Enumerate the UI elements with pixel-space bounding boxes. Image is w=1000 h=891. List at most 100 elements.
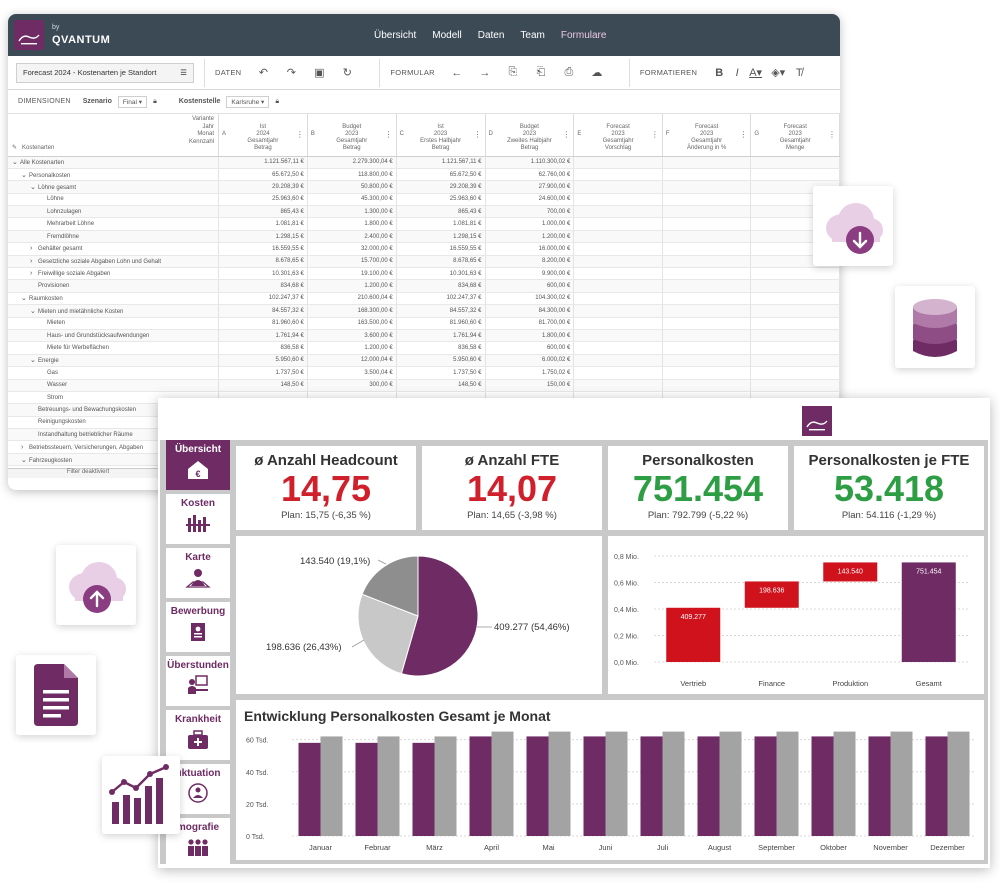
value-cell[interactable]: 24.600,00 € <box>485 193 575 207</box>
value-cell[interactable]: 700,00 € <box>485 205 575 219</box>
value-cell[interactable]: 5.950,60 € <box>218 354 308 368</box>
column-menu-icon[interactable]: ⋮ <box>739 130 748 139</box>
value-cell[interactable]: 15.700,00 € <box>307 255 397 269</box>
value-cell[interactable] <box>662 366 752 380</box>
table-row[interactable]: ⌄ Alle Kostenarten 1.121.567,11 €2.279.30… <box>8 156 840 169</box>
value-cell[interactable]: 29.208,39 € <box>218 180 308 194</box>
month-bar[interactable] <box>890 731 913 836</box>
value-cell[interactable]: 865,43 € <box>396 205 486 219</box>
value-cell[interactable]: 8.200,00 € <box>485 255 575 269</box>
month-bar[interactable] <box>548 731 571 836</box>
lock-icon[interactable]: 🔒︎ <box>153 97 157 105</box>
table-row[interactable]: Provisionen 834,68 €1.200,00 €834,68 €600… <box>8 279 840 293</box>
value-cell[interactable]: 45.300,00 € <box>307 193 397 207</box>
value-cell[interactable] <box>662 341 752 355</box>
row-label-cell[interactable]: Haus- und Grundstücksaufwendungen <box>8 329 219 343</box>
month-bar[interactable] <box>434 736 457 836</box>
value-cell[interactable]: 84.300,00 € <box>485 304 575 318</box>
font-color-icon[interactable]: A▾ <box>749 67 763 79</box>
table-row[interactable]: › Gesetzliche soziale Abgaben Lohn und G… <box>8 255 840 269</box>
table-row[interactable]: ⌄ Energie 5.950,60 €12.000,04 €5.950,60 €… <box>8 354 840 368</box>
row-label-cell[interactable]: Lohnzulagen <box>8 205 219 219</box>
value-cell[interactable] <box>573 304 663 318</box>
value-cell[interactable]: 84.557,32 € <box>396 304 486 318</box>
value-cell[interactable]: 16.559,55 € <box>218 242 308 256</box>
value-cell[interactable]: 2.279.300,04 € <box>307 156 397 169</box>
value-cell[interactable] <box>750 366 840 380</box>
sidebar-item[interactable]: Übersicht € <box>166 440 230 490</box>
value-cell[interactable]: 210.600,04 € <box>307 292 397 306</box>
value-cell[interactable] <box>573 317 663 330</box>
value-cell[interactable]: 8.678,65 € <box>218 255 308 269</box>
value-cell[interactable]: 25.963,60 € <box>218 193 308 207</box>
lock-icon[interactable]: 🔒︎ <box>275 97 280 105</box>
row-label-cell[interactable]: › Freiwillige soziale Abgaben <box>8 267 219 281</box>
value-cell[interactable] <box>662 230 752 244</box>
value-cell[interactable]: 1.081,81 € <box>218 217 308 231</box>
row-label-cell[interactable]: Löhne <box>8 193 219 207</box>
value-cell[interactable] <box>662 156 752 169</box>
value-cell[interactable] <box>750 292 840 306</box>
value-cell[interactable]: 1.737,50 € <box>218 366 308 380</box>
value-cell[interactable] <box>573 156 663 169</box>
nav-modell[interactable]: Modell <box>432 29 462 41</box>
sidebar-item[interactable]: Kosten <box>166 494 230 544</box>
value-cell[interactable]: 19.100,00 € <box>307 267 397 281</box>
month-bar[interactable] <box>583 736 606 836</box>
row-label-cell[interactable]: Fremdlöhne <box>8 230 219 244</box>
month-bar[interactable] <box>298 742 321 836</box>
value-cell[interactable]: 1.761,94 € <box>396 329 486 343</box>
value-cell[interactable] <box>750 168 840 182</box>
row-label-cell[interactable]: ⌄ Energie <box>8 354 219 368</box>
row-label-cell[interactable]: ⌄ Alle Kostenarten <box>8 156 219 169</box>
undo-icon[interactable]: ↶ <box>258 67 268 79</box>
value-cell[interactable]: 27.900,00 € <box>485 180 575 194</box>
value-cell[interactable] <box>573 230 663 244</box>
value-cell[interactable] <box>573 366 663 380</box>
qvantum-logo[interactable] <box>14 20 44 50</box>
month-bar[interactable] <box>640 736 663 836</box>
value-cell[interactable]: 65.672,50 € <box>396 168 486 182</box>
table-row[interactable]: › Gehälter gesamt 16.559,55 €32.000,00 €1… <box>8 242 840 256</box>
row-label-cell[interactable]: ⌄ Raumkosten <box>8 292 219 306</box>
value-cell[interactable]: 148,50 € <box>218 379 308 392</box>
value-cell[interactable] <box>662 267 752 281</box>
value-cell[interactable]: 1.800,00 € <box>485 329 575 343</box>
sidebar-item[interactable]: Karte <box>166 548 230 598</box>
month-bar[interactable] <box>491 731 514 836</box>
value-cell[interactable] <box>662 292 752 306</box>
value-cell[interactable]: 81.700,00 € <box>485 317 575 330</box>
table-row[interactable]: Mieten 81.960,60 €163.500,00 €81.960,60 €… <box>8 317 840 330</box>
collapse-icon[interactable]: ⌄ <box>30 183 36 191</box>
value-cell[interactable] <box>750 354 840 368</box>
row-label-cell[interactable]: Miete für Werbeflächen <box>8 341 219 355</box>
value-cell[interactable] <box>573 242 663 256</box>
value-cell[interactable]: 1.298,15 € <box>396 230 486 244</box>
expand-icon[interactable]: › <box>21 443 24 451</box>
row-label-cell[interactable]: Mieten <box>8 317 219 330</box>
value-cell[interactable] <box>573 217 663 231</box>
table-row[interactable]: ⌄ Mieten und mietähnliche Kosten 84.557,3… <box>8 304 840 318</box>
month-bar[interactable] <box>754 736 777 836</box>
value-cell[interactable]: 600,00 € <box>485 279 575 293</box>
value-cell[interactable]: 50.800,00 € <box>307 180 397 194</box>
value-cell[interactable] <box>662 217 752 231</box>
value-cell[interactable] <box>573 292 663 306</box>
column-menu-icon[interactable]: ⋮ <box>650 130 659 139</box>
month-bar[interactable] <box>320 736 343 836</box>
value-cell[interactable]: 102.247,37 € <box>396 292 486 306</box>
table-row[interactable]: Haus- und Grundstücksaufwendungen 1.761,9… <box>8 329 840 343</box>
row-label-cell[interactable]: › Gesetzliche soziale Abgaben Lohn und G… <box>8 255 219 269</box>
value-cell[interactable]: 1.200,00 € <box>485 230 575 244</box>
month-bar[interactable] <box>776 731 799 836</box>
italic-icon[interactable]: I <box>735 66 739 79</box>
table-row[interactable]: Wasser 148,50 €300,00 €148,50 €150,00 € <box>8 379 840 392</box>
value-cell[interactable] <box>573 267 663 281</box>
column-header[interactable]: C ⋮ Ist 2023 Erstes Halbjahr Betrag <box>396 114 486 157</box>
value-cell[interactable]: 2.400,00 € <box>307 230 397 244</box>
value-cell[interactable] <box>662 329 752 343</box>
value-cell[interactable] <box>662 242 752 256</box>
value-cell[interactable]: 3.500,04 € <box>307 366 397 380</box>
value-cell[interactable]: 6.000,02 € <box>485 354 575 368</box>
value-cell[interactable]: 10.301,63 € <box>396 267 486 281</box>
